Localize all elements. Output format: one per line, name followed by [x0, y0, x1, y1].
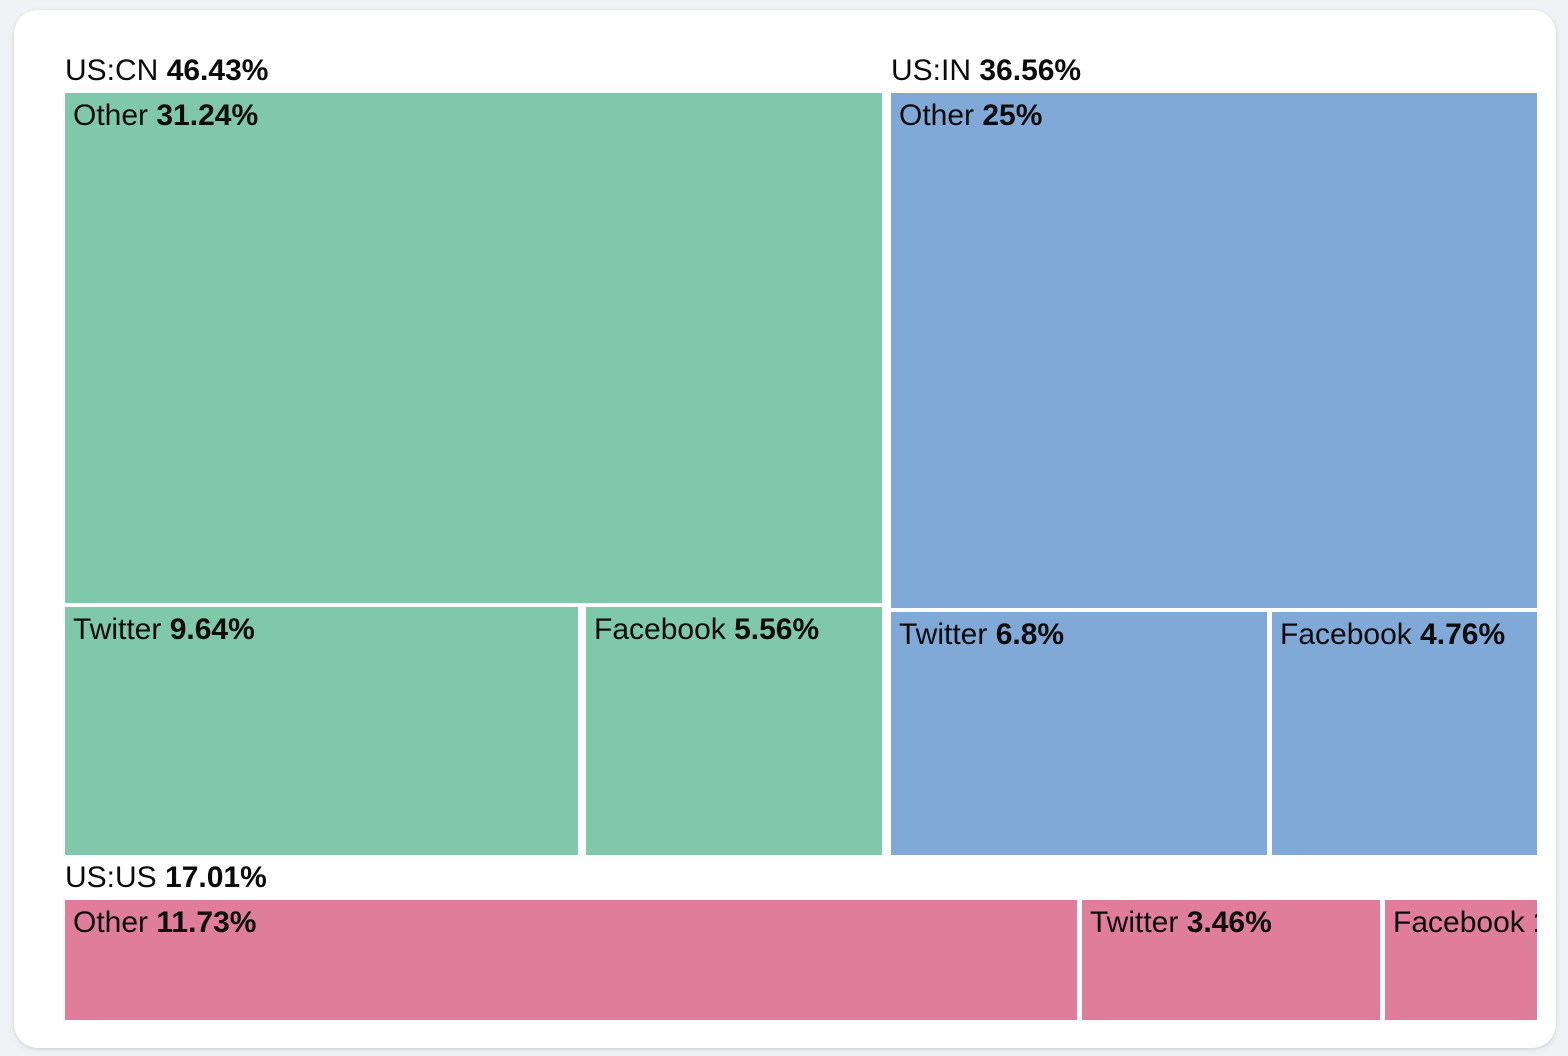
cell-name: Facebook [1280, 618, 1412, 651]
treemap-chart: US:CN 46.43% Other 31.24% Twitter 9.64% … [14, 10, 1556, 1048]
cell-label: Facebook 4.76% [1280, 618, 1505, 651]
cell-us-in-twitter[interactable]: Twitter 6.8% [891, 612, 1267, 855]
cell-name: Twitter [73, 613, 162, 646]
cell-label: Twitter 9.64% [73, 613, 255, 646]
cell-name: Other [73, 99, 149, 132]
group-name: US:CN [65, 54, 159, 87]
group-header-us-in: US:IN 36.56% [891, 54, 1081, 88]
cell-value: 9.64% [169, 613, 255, 646]
cell-us-cn-other[interactable]: Other 31.24% [65, 93, 882, 603]
cell-name: Twitter [1090, 906, 1179, 939]
cell-label: Twitter 3.46% [1090, 906, 1272, 939]
cell-value: 3.46% [1186, 906, 1272, 939]
cell-us-in-facebook[interactable]: Facebook 4.76% [1272, 612, 1537, 855]
cell-name: Facebook [594, 613, 726, 646]
cell-label: Other 25% [899, 99, 1042, 132]
cell-value: 5.56% [734, 613, 820, 646]
cell-value: 25% [982, 99, 1043, 132]
cell-name: Other [73, 906, 149, 939]
group-value: 36.56% [979, 54, 1082, 87]
group-header-us-cn: US:CN 46.43% [65, 54, 268, 88]
group-value: 17.01% [165, 861, 267, 894]
cell-us-us-facebook[interactable]: Facebook 1.81% [1385, 900, 1537, 1020]
group-name: US:IN [891, 54, 972, 87]
cell-value: 4.76% [1420, 618, 1506, 651]
cell-us-us-twitter[interactable]: Twitter 3.46% [1082, 900, 1380, 1020]
cell-name: Other [899, 99, 975, 132]
cell-label: Twitter 6.8% [899, 618, 1064, 651]
cell-name: Facebook [1393, 906, 1525, 939]
cell-value: 31.24% [156, 99, 259, 132]
cell-us-us-other[interactable]: Other 11.73% [65, 900, 1077, 1020]
cell-value: 1.81% [1533, 906, 1537, 939]
group-value: 46.43% [166, 54, 269, 87]
group-name: US:US [65, 861, 157, 894]
cell-us-in-other[interactable]: Other 25% [891, 93, 1537, 608]
cell-us-cn-twitter[interactable]: Twitter 9.64% [65, 607, 578, 855]
cell-us-cn-facebook[interactable]: Facebook 5.56% [586, 607, 882, 855]
cell-value: 11.73% [156, 906, 257, 939]
cell-name: Twitter [899, 618, 988, 651]
cell-label: Facebook 1.81% [1393, 906, 1537, 939]
cell-label: Facebook 5.56% [594, 613, 819, 646]
group-header-us-us: US:US 17.01% [65, 861, 267, 895]
cell-value: 6.8% [995, 618, 1065, 651]
cell-label: Other 31.24% [73, 99, 258, 132]
cell-label: Other 11.73% [73, 906, 256, 939]
treemap-card: US:CN 46.43% Other 31.24% Twitter 9.64% … [14, 10, 1556, 1048]
